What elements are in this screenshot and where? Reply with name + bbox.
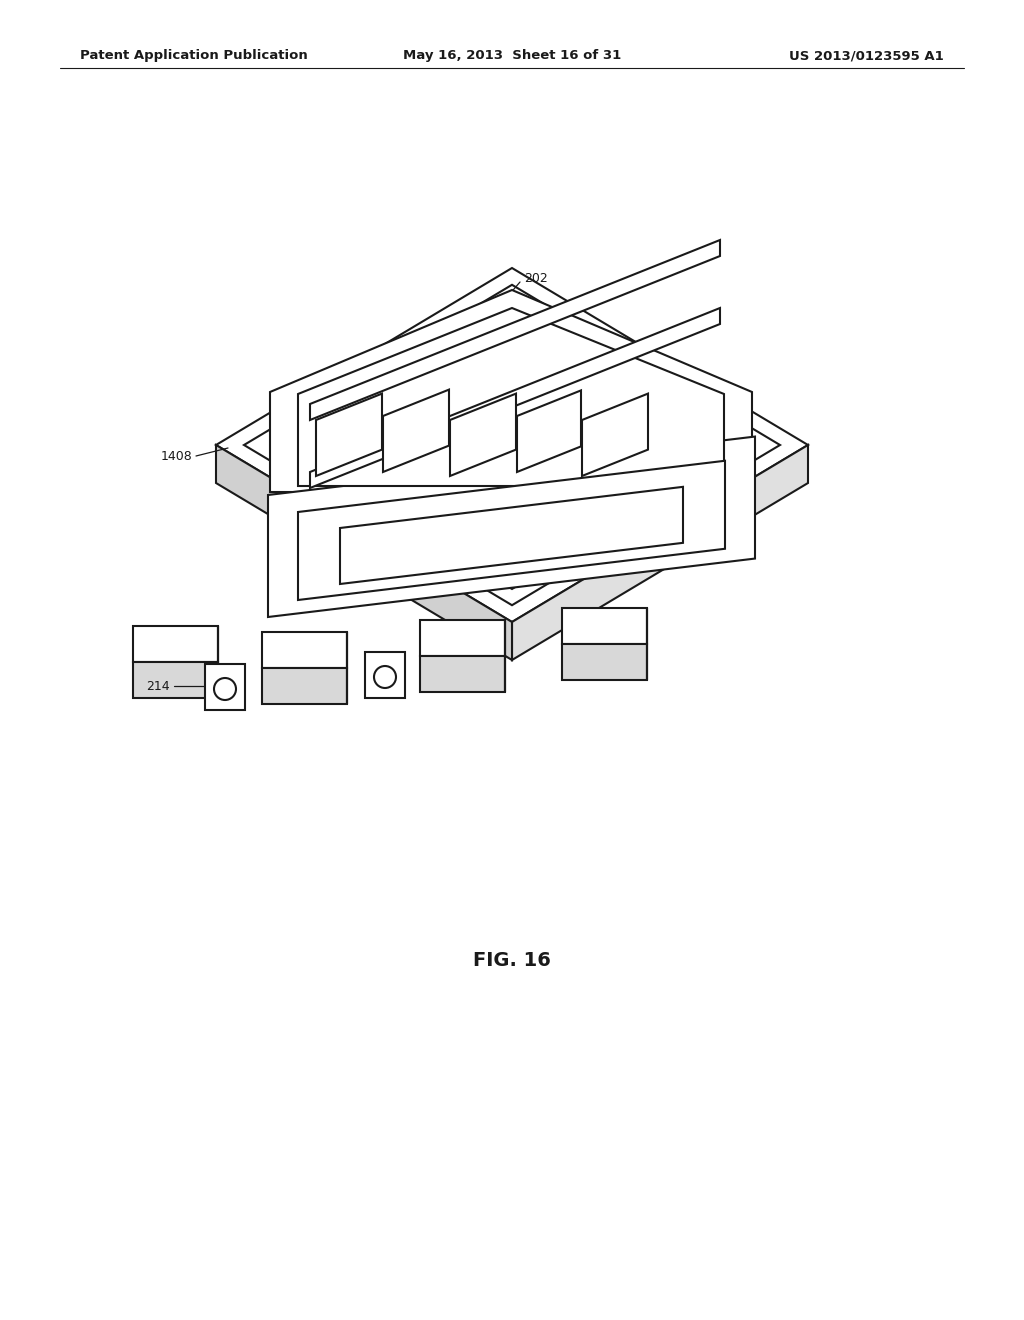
Text: 802: 802 bbox=[464, 499, 487, 511]
Text: 202: 202 bbox=[524, 272, 548, 285]
Polygon shape bbox=[244, 285, 780, 605]
Polygon shape bbox=[383, 389, 449, 473]
Text: FIG. 16: FIG. 16 bbox=[473, 950, 551, 969]
Text: 210: 210 bbox=[464, 511, 487, 524]
Polygon shape bbox=[517, 391, 581, 473]
Polygon shape bbox=[562, 609, 647, 644]
Polygon shape bbox=[340, 487, 683, 583]
Polygon shape bbox=[420, 620, 505, 656]
Polygon shape bbox=[262, 668, 347, 704]
Text: 214: 214 bbox=[146, 680, 170, 693]
Text: May 16, 2013  Sheet 16 of 31: May 16, 2013 Sheet 16 of 31 bbox=[402, 49, 622, 62]
Polygon shape bbox=[310, 240, 720, 420]
Polygon shape bbox=[316, 393, 382, 477]
Ellipse shape bbox=[374, 667, 396, 688]
Text: US 2013/0123595 A1: US 2013/0123595 A1 bbox=[790, 49, 944, 62]
Polygon shape bbox=[298, 308, 724, 486]
Polygon shape bbox=[262, 632, 347, 668]
Text: 208: 208 bbox=[464, 524, 487, 536]
Polygon shape bbox=[216, 268, 808, 622]
Polygon shape bbox=[562, 644, 647, 680]
Polygon shape bbox=[310, 308, 720, 488]
Polygon shape bbox=[450, 393, 516, 477]
Polygon shape bbox=[298, 461, 725, 601]
Polygon shape bbox=[216, 445, 512, 660]
Polygon shape bbox=[420, 656, 505, 692]
Polygon shape bbox=[271, 301, 753, 589]
Polygon shape bbox=[582, 393, 648, 477]
Polygon shape bbox=[270, 290, 752, 492]
Polygon shape bbox=[133, 663, 218, 698]
Polygon shape bbox=[268, 437, 755, 616]
Polygon shape bbox=[365, 652, 406, 698]
Polygon shape bbox=[133, 626, 218, 663]
Ellipse shape bbox=[214, 678, 236, 700]
Polygon shape bbox=[512, 445, 808, 660]
Text: 1408: 1408 bbox=[160, 450, 193, 462]
Text: Patent Application Publication: Patent Application Publication bbox=[80, 49, 308, 62]
Polygon shape bbox=[205, 664, 245, 710]
